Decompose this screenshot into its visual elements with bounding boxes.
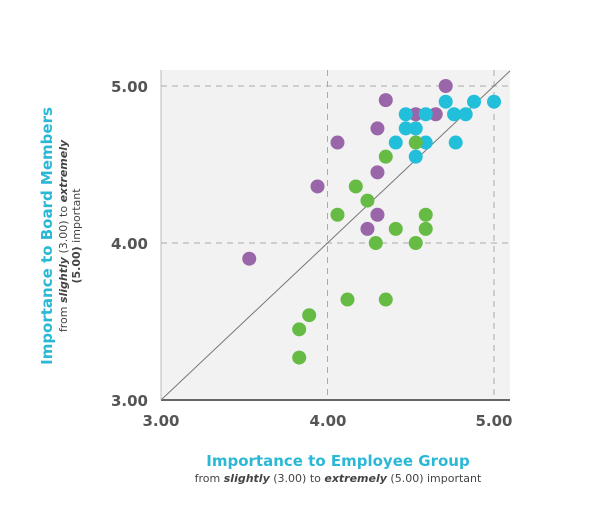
y-tick-label: 4.00: [111, 235, 148, 253]
data-point-green: [418, 221, 433, 236]
data-point-purple: [378, 93, 393, 108]
data-point-purple: [360, 221, 375, 236]
data-point-purple: [242, 251, 257, 266]
y-axis-subtitle-line2: (5.00) important: [70, 188, 83, 284]
y-tick-label: 3.00: [111, 392, 148, 410]
data-point-purple: [428, 107, 443, 122]
data-point-cyan: [408, 149, 423, 164]
data-point-cyan: [398, 121, 413, 136]
data-point-green: [388, 221, 403, 236]
data-point-cyan: [408, 121, 423, 136]
x-tick-label: 3.00: [142, 412, 179, 430]
x-tick-label: 5.00: [475, 412, 512, 430]
x-axis-subtitle: from slightly (3.00) to extremely (5.00)…: [195, 472, 482, 485]
data-point-green: [418, 207, 433, 222]
data-point-cyan: [458, 107, 473, 122]
data-point-purple: [370, 121, 385, 136]
data-point-cyan: [398, 107, 413, 122]
data-point-cyan: [388, 135, 403, 150]
data-point-purple: [370, 207, 385, 222]
data-point-purple: [330, 135, 345, 150]
data-point-cyan: [467, 94, 482, 109]
data-point-cyan: [418, 135, 433, 150]
data-point-purple: [438, 79, 453, 93]
y-tick-label: 5.00: [111, 78, 148, 96]
data-point-green: [330, 207, 345, 222]
y-axis-title-group: Importance to Board Members from slightl…: [38, 107, 83, 365]
x-axis-title: Importance to Employee Group: [206, 452, 470, 470]
y-axis-title: Importance to Board Members: [38, 107, 56, 365]
data-point-purple: [310, 179, 325, 194]
data-point-cyan: [447, 107, 462, 122]
data-point-cyan: [418, 107, 433, 122]
data-point-green: [378, 292, 393, 307]
data-point-green: [368, 236, 383, 250]
data-point-green: [408, 236, 423, 250]
x-tick-label: 4.00: [309, 412, 346, 430]
reference-line: [160, 70, 511, 401]
data-point-cyan: [448, 135, 463, 150]
data-point-green: [292, 350, 307, 365]
data-point-purple: [370, 165, 385, 180]
y-axis-subtitle-line1: from slightly (3.00) to extremely: [57, 139, 70, 332]
data-point-green: [348, 179, 363, 194]
data-point-green: [302, 308, 317, 323]
data-point-green: [292, 322, 307, 337]
points: [242, 79, 501, 365]
data-point-green: [378, 149, 393, 164]
data-point-cyan: [487, 94, 501, 109]
data-point-green: [360, 193, 375, 208]
data-point-green: [340, 292, 355, 307]
data-point-purple: [408, 107, 423, 122]
data-point-cyan: [438, 94, 453, 109]
data-point-green: [408, 135, 423, 150]
